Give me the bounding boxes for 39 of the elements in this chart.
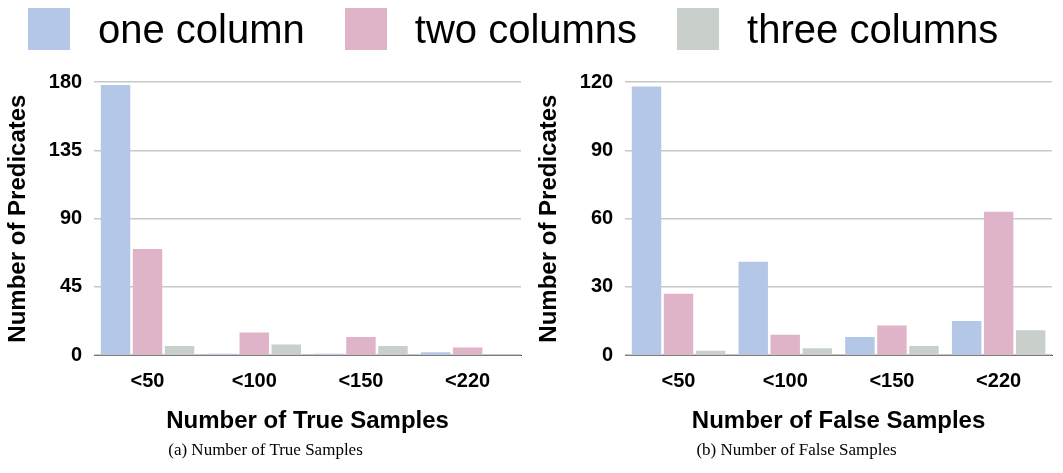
bar [877,325,907,355]
y-tick-label: 30 [590,274,614,297]
bar [663,293,694,355]
y-tick-label: 135 [48,137,83,160]
legend-label: one column [98,6,305,52]
y-tick-label: 0 [602,342,614,365]
y-tick-label: 120 [579,69,614,92]
bar [631,86,662,355]
y-tick-label: 60 [590,206,614,229]
bar [100,85,131,355]
y-axis-title: Number of Predicates [534,94,562,343]
y-tick-label: 90 [59,206,83,229]
x-axis-title: Number of False Samples [691,406,986,434]
text: (b) Number of False Samples [695,440,898,460]
bar [346,336,376,355]
x-tick-label: <100 [231,368,277,391]
bar [770,334,800,355]
x-axis-title: Number of True Samples [166,406,449,434]
x-tick-label: <150 [338,368,384,391]
bar [239,332,269,355]
y-tick-label: 0 [71,342,83,365]
bar [132,248,163,355]
x-tick-label: <50 [130,368,165,391]
bar [738,261,768,355]
y-tick-label: 180 [48,69,83,92]
bar [983,211,1014,355]
text: (a) Number of True Samples [167,440,364,460]
bar [845,336,875,355]
x-tick-label: <220 [976,368,1022,391]
y-tick-label: 90 [590,137,614,160]
x-tick-label: <100 [762,368,808,391]
bar [951,321,982,355]
x-tick-label: <50 [661,368,696,391]
legend-label: three columns [747,6,999,52]
x-tick-label: <220 [445,368,491,391]
y-axis-title: Number of Predicates [3,94,31,343]
y-tick-label: 45 [59,274,83,297]
x-tick-label: <150 [869,368,915,391]
legend-label: two columns [414,6,638,52]
